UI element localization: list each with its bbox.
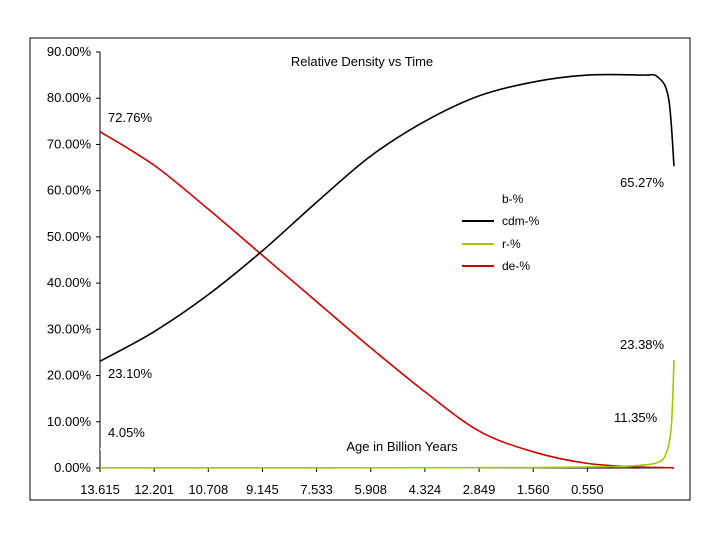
data-labels: 72.76% 23.10% 4.05% 65.27% 23.38% 11.35% <box>108 110 665 440</box>
series-line-de <box>99 131 675 469</box>
legend-label-cdm: cdm-% <box>502 214 540 228</box>
legend-label-de: de-% <box>502 259 530 273</box>
x-tick-label: 0.550 <box>571 482 604 497</box>
label-cdm-start: 23.10% <box>108 366 153 381</box>
y-tick-label: 70.00% <box>47 136 92 151</box>
x-tick-label: 2.849 <box>463 482 496 497</box>
legend: b-% cdm-% r-% de-% <box>462 192 540 273</box>
y-tick-label: 30.00% <box>47 321 92 336</box>
y-tick-label: 90.00% <box>47 44 92 59</box>
label-de-start: 72.76% <box>108 110 153 125</box>
y-tick-label: 0.00% <box>54 460 91 475</box>
label-b-start: 4.05% <box>108 425 145 440</box>
label-r-end: 23.38% <box>620 337 665 352</box>
legend-label-b: b-% <box>502 192 524 206</box>
series-line-b <box>99 414 675 451</box>
y-tick-label: 10.00% <box>47 414 92 429</box>
label-b-end: 11.35% <box>614 410 658 425</box>
x-tick-label: 10.708 <box>188 482 228 497</box>
label-cdm-end: 65.27% <box>620 175 665 190</box>
y-tick-label: 40.00% <box>47 275 92 290</box>
x-axis-label: Age in Billion Years <box>346 439 458 454</box>
y-tick-label: 50.00% <box>47 229 92 244</box>
series-layer <box>99 73 675 469</box>
legend-label-r: r-% <box>502 237 521 251</box>
x-tick-label: 1.560 <box>517 482 550 497</box>
x-tick-label: 13.615 <box>80 482 120 497</box>
chart-border <box>29 37 691 501</box>
y-tick-label: 60.00% <box>47 183 92 198</box>
series-line-r <box>100 359 675 469</box>
y-tick-label: 80.00% <box>47 90 92 105</box>
x-tick-label: 9.145 <box>246 482 279 497</box>
x-axis-ticks: 13.615 12.201 10.708 9.145 7.533 5.908 4.324 2.… <box>80 468 604 497</box>
series-line-cdm <box>99 73 675 362</box>
y-tick-label: 20.00% <box>47 368 92 383</box>
x-tick-label: 7.533 <box>300 482 333 497</box>
x-tick-label: 4.324 <box>409 482 442 497</box>
x-tick-label: 5.908 <box>354 482 387 497</box>
chart-title: Relative Density vs Time <box>291 54 433 69</box>
y-axis-ticks: 0.00% 10.00% 20.00% 30.00% 40.00% 50.00% 60.00… <box>47 44 100 475</box>
x-tick-label: 12.201 <box>134 482 174 497</box>
